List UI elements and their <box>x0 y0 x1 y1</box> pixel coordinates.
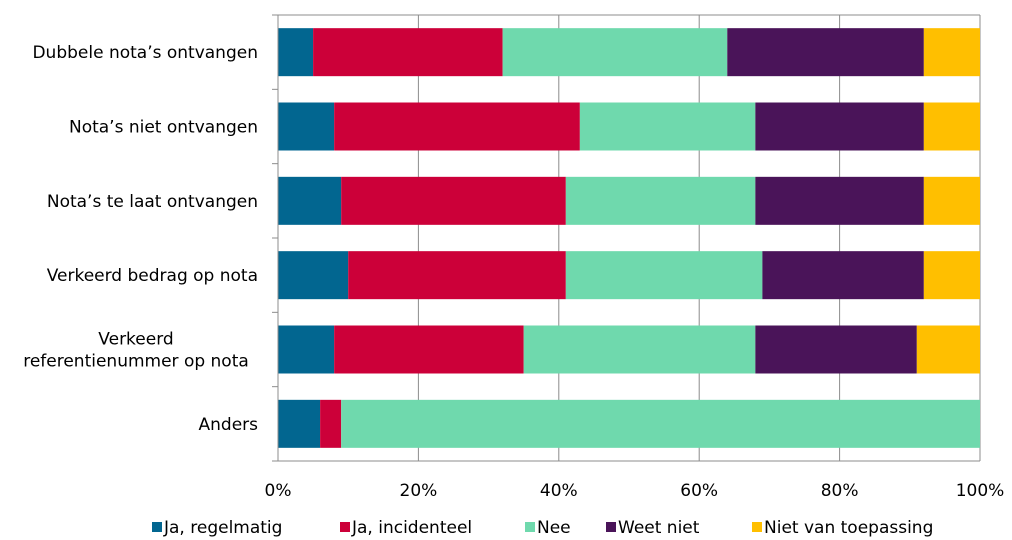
bar-segment <box>278 399 321 448</box>
bar-segment <box>762 251 924 300</box>
legend-swatch <box>152 522 162 532</box>
category-label: Verkeerd referentienummer op nota <box>23 330 249 372</box>
bar-segment <box>923 102 980 151</box>
bar-segment <box>923 176 980 225</box>
bar-segment <box>916 325 980 374</box>
category-label: Nota’s niet ontvangen <box>69 118 258 138</box>
bar-segment <box>502 28 728 77</box>
legend-swatch <box>606 522 616 532</box>
bar-segment <box>523 325 756 374</box>
tick-labels: 0% 20% 40% 60% 80% 100% <box>265 481 1005 501</box>
axis <box>272 14 279 462</box>
x-tick-label: 40% <box>540 481 578 501</box>
bar-segment <box>348 251 566 300</box>
legend-swatch <box>525 522 535 532</box>
category-labels: Dubbele nota’s ontvangen Nota’s niet ontv… <box>23 43 258 435</box>
bar-segment <box>278 251 349 300</box>
category-label: Verkeerd bedrag op nota <box>47 266 258 286</box>
x-tick-label: 20% <box>400 481 438 501</box>
legend: Ja, regelmatig Ja, incidenteel Nee Weet nie… <box>152 518 933 538</box>
bar-segment <box>565 176 756 225</box>
bar-segment <box>755 176 924 225</box>
bar-segment <box>579 102 756 151</box>
x-tick-label: 60% <box>680 481 718 501</box>
bar-segment <box>278 102 335 151</box>
bar-segment <box>727 28 924 77</box>
legend-label: Nee <box>537 518 571 538</box>
gridlines <box>277 14 981 462</box>
legend-swatch <box>752 522 762 532</box>
bar-segment <box>334 325 524 374</box>
bar-segment <box>341 176 566 225</box>
bar-segment <box>923 28 980 77</box>
category-label: Nota’s te laat ontvangen <box>47 192 258 212</box>
category-label: Dubbele nota’s ontvangen <box>32 43 258 63</box>
bar-segment <box>278 176 342 225</box>
category-label: Anders <box>199 415 259 435</box>
x-tick-label: 80% <box>821 481 859 501</box>
bar-segment <box>923 251 980 300</box>
bar-segment <box>278 28 314 77</box>
bar-segment <box>320 399 342 448</box>
bar-segment <box>565 251 763 300</box>
legend-label: Niet van toepassing <box>764 518 933 538</box>
bar-segment <box>341 399 980 448</box>
bar-segment <box>755 102 924 151</box>
legend-label: Ja, regelmatig <box>163 518 282 538</box>
legend-label: Weet niet <box>618 518 700 538</box>
bar-segment <box>278 325 335 374</box>
x-tick-label: 100% <box>956 481 1005 501</box>
bar-segment <box>334 102 580 151</box>
legend-swatch <box>340 522 350 532</box>
bar-segment <box>755 325 917 374</box>
legend-label: Ja, incidenteel <box>351 518 472 538</box>
bars <box>278 28 980 448</box>
bar-segment <box>313 28 503 77</box>
x-tick-label: 0% <box>265 481 292 501</box>
